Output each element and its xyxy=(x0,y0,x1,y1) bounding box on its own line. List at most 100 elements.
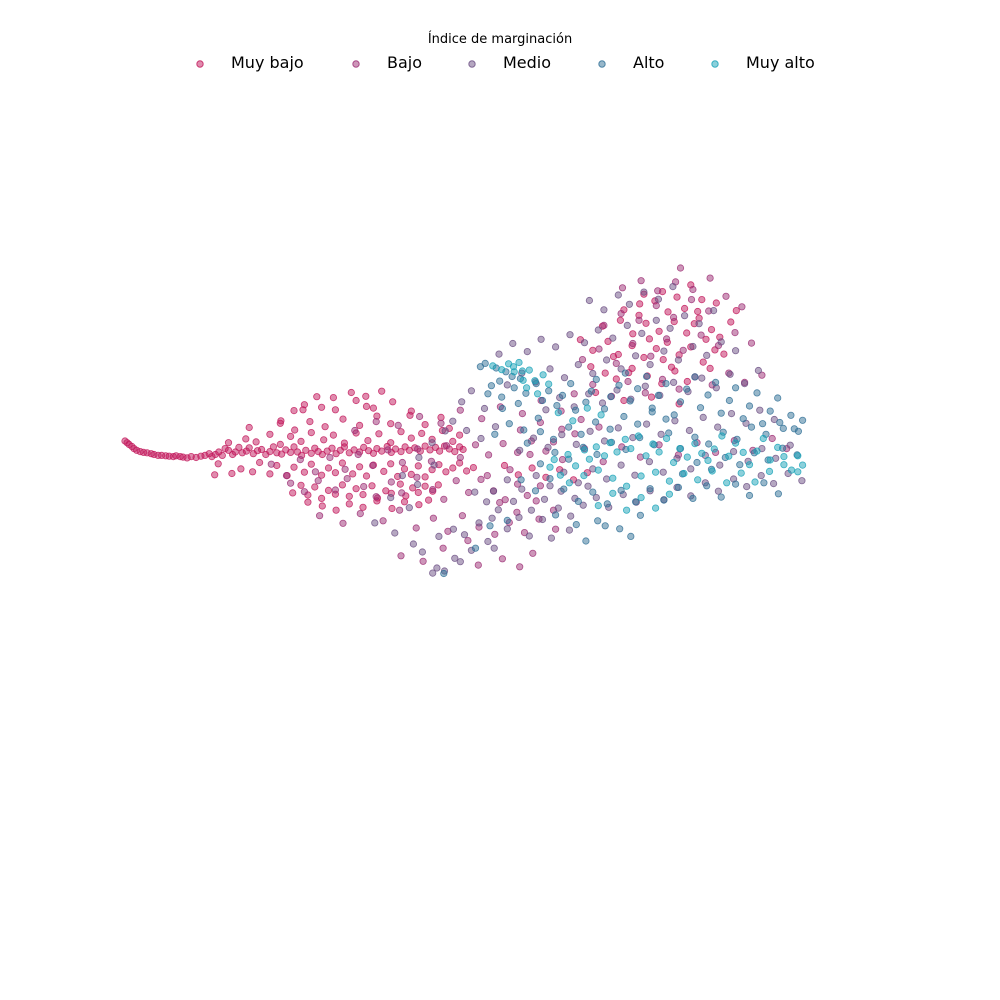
scatter-point xyxy=(579,501,587,509)
scatter-point xyxy=(691,373,699,381)
scatter-point xyxy=(601,369,609,377)
scatter-point xyxy=(614,291,622,299)
scatter-point xyxy=(389,398,397,406)
scatter-point xyxy=(594,517,602,525)
scatter-point xyxy=(592,493,600,502)
legend-marker xyxy=(598,60,606,68)
scatter-point xyxy=(780,452,788,461)
scatter-point xyxy=(462,426,471,435)
scatter-point xyxy=(612,375,620,383)
scatter-point xyxy=(526,450,534,459)
scatter-point xyxy=(729,447,738,456)
scatter-point xyxy=(478,415,486,423)
scatter-point xyxy=(645,335,654,343)
scatter-point xyxy=(607,393,615,401)
scatter-point xyxy=(600,321,608,329)
scatter-point xyxy=(609,352,618,361)
scatter-point xyxy=(689,285,697,294)
scatter-point xyxy=(655,327,663,335)
scatter-point xyxy=(586,427,594,435)
scatter-point xyxy=(306,417,314,426)
scatter-point xyxy=(550,455,558,464)
scatter-point xyxy=(667,363,676,371)
scatter-point xyxy=(595,423,603,431)
legend-marker xyxy=(468,60,476,68)
legend-marker xyxy=(711,60,719,68)
scatter-point xyxy=(413,445,422,453)
scatter-point xyxy=(267,460,275,468)
scatter-point xyxy=(224,439,233,447)
scatter-point xyxy=(520,426,528,434)
scatter-point xyxy=(757,471,765,480)
scatter-point xyxy=(242,435,250,443)
scatter-point xyxy=(486,522,494,530)
scatter-point xyxy=(626,397,634,405)
scatter-point xyxy=(655,448,663,456)
scatter-point xyxy=(600,452,609,460)
scatter-point xyxy=(642,319,650,327)
scatter-point xyxy=(570,390,578,398)
scatter-point xyxy=(606,439,614,447)
scatter-point xyxy=(587,387,596,395)
scatter-point xyxy=(794,452,802,460)
scatter-point xyxy=(604,337,612,345)
scatter-point xyxy=(699,413,707,421)
scatter-point xyxy=(546,463,554,471)
scatter-point xyxy=(584,482,592,490)
scatter-point xyxy=(634,432,643,440)
scatter-point xyxy=(503,525,511,533)
scatter-point xyxy=(311,468,319,476)
scatter-point xyxy=(483,471,491,480)
scatter-point xyxy=(317,494,326,502)
scatter-point xyxy=(714,423,722,431)
scatter-point xyxy=(617,309,625,318)
scatter-point xyxy=(235,443,243,451)
scatter-point xyxy=(651,468,660,476)
scatter-point xyxy=(614,424,622,432)
scatter-point xyxy=(674,483,683,491)
scatter-point xyxy=(500,461,509,470)
scatter-point xyxy=(565,423,573,431)
scatter-point xyxy=(662,379,670,388)
scatter-point xyxy=(536,428,545,436)
plot-area xyxy=(121,264,807,578)
scatter-point xyxy=(683,377,691,386)
scatter-point xyxy=(695,320,703,328)
scatter-point xyxy=(671,417,679,425)
scatter-point xyxy=(554,504,562,512)
scatter-point xyxy=(477,475,485,483)
scatter-point xyxy=(313,393,321,401)
scatter-point xyxy=(531,487,540,495)
scatter-point xyxy=(736,461,744,469)
scatter-point xyxy=(282,471,291,480)
scatter-point xyxy=(249,468,257,476)
scatter-point xyxy=(769,479,778,488)
scatter-point xyxy=(534,414,542,422)
scatter-point xyxy=(498,393,506,401)
scatter-point xyxy=(774,394,782,402)
scatter-point xyxy=(441,427,449,435)
scatter-point xyxy=(699,358,707,366)
scatter-point xyxy=(518,367,527,375)
legend-item: Muy bajo xyxy=(196,53,304,72)
scatter-point xyxy=(716,461,724,469)
scatter-point xyxy=(657,430,665,438)
scatter-point xyxy=(291,426,299,434)
scatter-point xyxy=(360,482,368,491)
scatter-point xyxy=(339,415,347,423)
scatter-point xyxy=(556,471,565,479)
scatter-point xyxy=(356,509,364,518)
scatter-point xyxy=(380,467,388,475)
scatter-point xyxy=(725,452,733,460)
scatter-point xyxy=(456,453,464,462)
scatter-point xyxy=(594,326,602,334)
legend-label: Bajo xyxy=(387,53,422,72)
scatter-point xyxy=(277,450,286,458)
scatter-point xyxy=(529,434,538,442)
scatter-point xyxy=(754,366,763,375)
scatter-point xyxy=(602,475,611,483)
scatter-point xyxy=(329,393,337,402)
scatter-point xyxy=(637,472,645,480)
scatter-point xyxy=(415,412,424,421)
legend-marker xyxy=(196,60,204,68)
